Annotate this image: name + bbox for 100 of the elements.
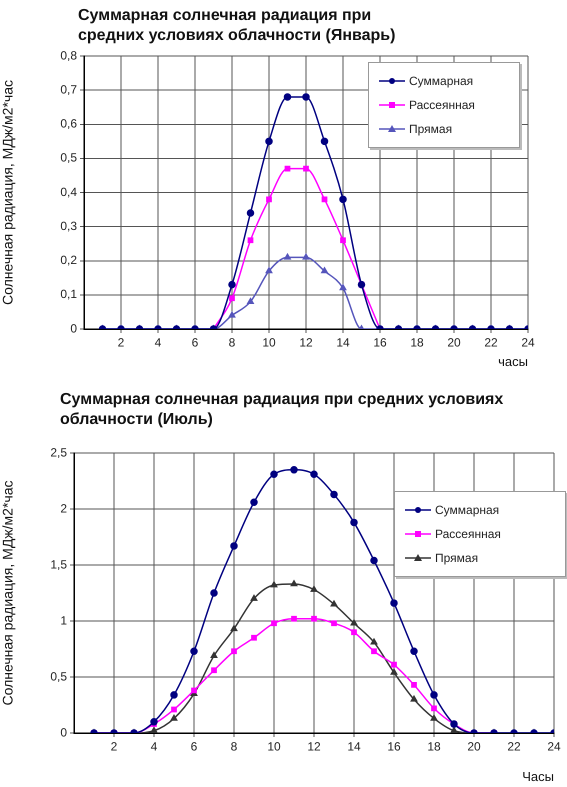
point: [229, 295, 235, 302]
point: [321, 267, 328, 274]
x-tick-label: 22: [507, 740, 521, 754]
y-tick-label: 0,5: [50, 669, 68, 684]
point: [228, 280, 236, 288]
x-tick-label: 18: [410, 336, 424, 350]
point: [284, 93, 292, 101]
point: [150, 718, 158, 726]
y-tick-label: 0,7: [60, 82, 78, 96]
x-tick-label: 6: [190, 740, 198, 754]
x-tick-label: 14: [347, 740, 361, 754]
point: [248, 237, 254, 244]
point: [390, 668, 398, 675]
x-tick-label: 24: [547, 740, 561, 754]
x-tick-label: 18: [427, 740, 441, 754]
point: [210, 589, 218, 597]
x-tick-label: 12: [307, 740, 321, 754]
point: [340, 284, 346, 290]
x-tick-label: 12: [299, 336, 313, 350]
y-tick-label: 0,3: [60, 218, 78, 233]
point: [310, 470, 318, 478]
x-tick-label: 8: [228, 336, 236, 350]
point: [330, 600, 338, 606]
point: [410, 696, 418, 702]
point: [371, 648, 377, 654]
x-tick-label: 10: [267, 740, 281, 754]
y-tick-label: 2: [60, 501, 68, 516]
point: [250, 498, 258, 506]
point: [290, 580, 298, 586]
x-tick-label: 4: [154, 336, 162, 350]
y-tick-label: 0,4: [60, 184, 78, 199]
point: [311, 616, 317, 622]
x-axis-title: Часы: [522, 768, 554, 784]
point: [430, 714, 438, 721]
x-tick-label: 20: [447, 336, 461, 350]
point: [330, 490, 338, 498]
point: [303, 166, 309, 172]
point: [291, 616, 297, 622]
point: [431, 705, 437, 712]
point: [230, 542, 238, 550]
point: [210, 652, 218, 658]
point: [170, 691, 178, 699]
x-tick-label: 22: [484, 336, 498, 350]
x-tick-label: 8: [230, 740, 238, 754]
point: [251, 634, 257, 641]
chart-title: Суммарная солнечная радиация при средних условиях облачности (Январь): [78, 6, 396, 46]
point: [191, 688, 197, 694]
y-axis-title: Солнечная радиация, МДж/м2*час: [0, 80, 16, 305]
point: [247, 298, 254, 304]
legend-label: Суммарная: [435, 503, 500, 517]
point: [290, 466, 298, 474]
y-tick-label: 0,8: [60, 48, 78, 62]
legend-label: Прямая: [435, 551, 478, 565]
point: [230, 625, 238, 632]
point: [266, 267, 272, 274]
point: [270, 470, 278, 478]
x-tick-label: 2: [110, 740, 118, 754]
point: [271, 620, 277, 626]
x-tick-label: 20: [467, 740, 481, 754]
point: [171, 706, 177, 712]
point: [350, 518, 358, 526]
x-axis-title: часы: [498, 354, 528, 369]
point: [270, 581, 278, 588]
point: [370, 556, 378, 564]
point: [250, 594, 258, 601]
y-tick-label: 1,5: [50, 557, 68, 572]
legend-label: Суммарная: [409, 74, 474, 88]
y-tick-label: 2,5: [50, 445, 68, 460]
point: [391, 662, 397, 668]
point: [231, 648, 237, 654]
point: [320, 138, 328, 146]
point: [340, 237, 346, 244]
point: [246, 209, 254, 217]
legend-label: Рассеянная: [435, 527, 501, 541]
point: [302, 254, 310, 260]
point: [284, 166, 290, 172]
point: [339, 196, 347, 204]
point: [410, 647, 418, 655]
y-tick-label: 0: [60, 725, 68, 740]
point: [266, 196, 272, 202]
point: [150, 727, 158, 733]
point: [430, 691, 438, 699]
point: [228, 312, 236, 318]
y-tick-label: 0,2: [60, 253, 78, 268]
point: [331, 620, 337, 626]
y-tick-label: 1: [60, 613, 68, 628]
point: [265, 138, 273, 146]
point: [211, 667, 217, 674]
point: [322, 196, 328, 202]
x-tick-label: 16: [373, 336, 387, 350]
chart-title: Суммарная солнечная радиация при средних условиях облачности (Июль): [60, 390, 504, 430]
y-axis-title: Солнечная радиация, МДж/м2*час: [0, 480, 16, 706]
point: [170, 714, 178, 721]
legend-label: Рассеянная: [409, 98, 475, 112]
point: [450, 727, 458, 733]
point: [350, 619, 358, 626]
y-tick-label: 0,1: [60, 287, 78, 302]
y-tick-label: 0: [70, 321, 78, 336]
x-tick-label: 6: [192, 336, 199, 350]
x-tick-label: 24: [521, 336, 535, 350]
